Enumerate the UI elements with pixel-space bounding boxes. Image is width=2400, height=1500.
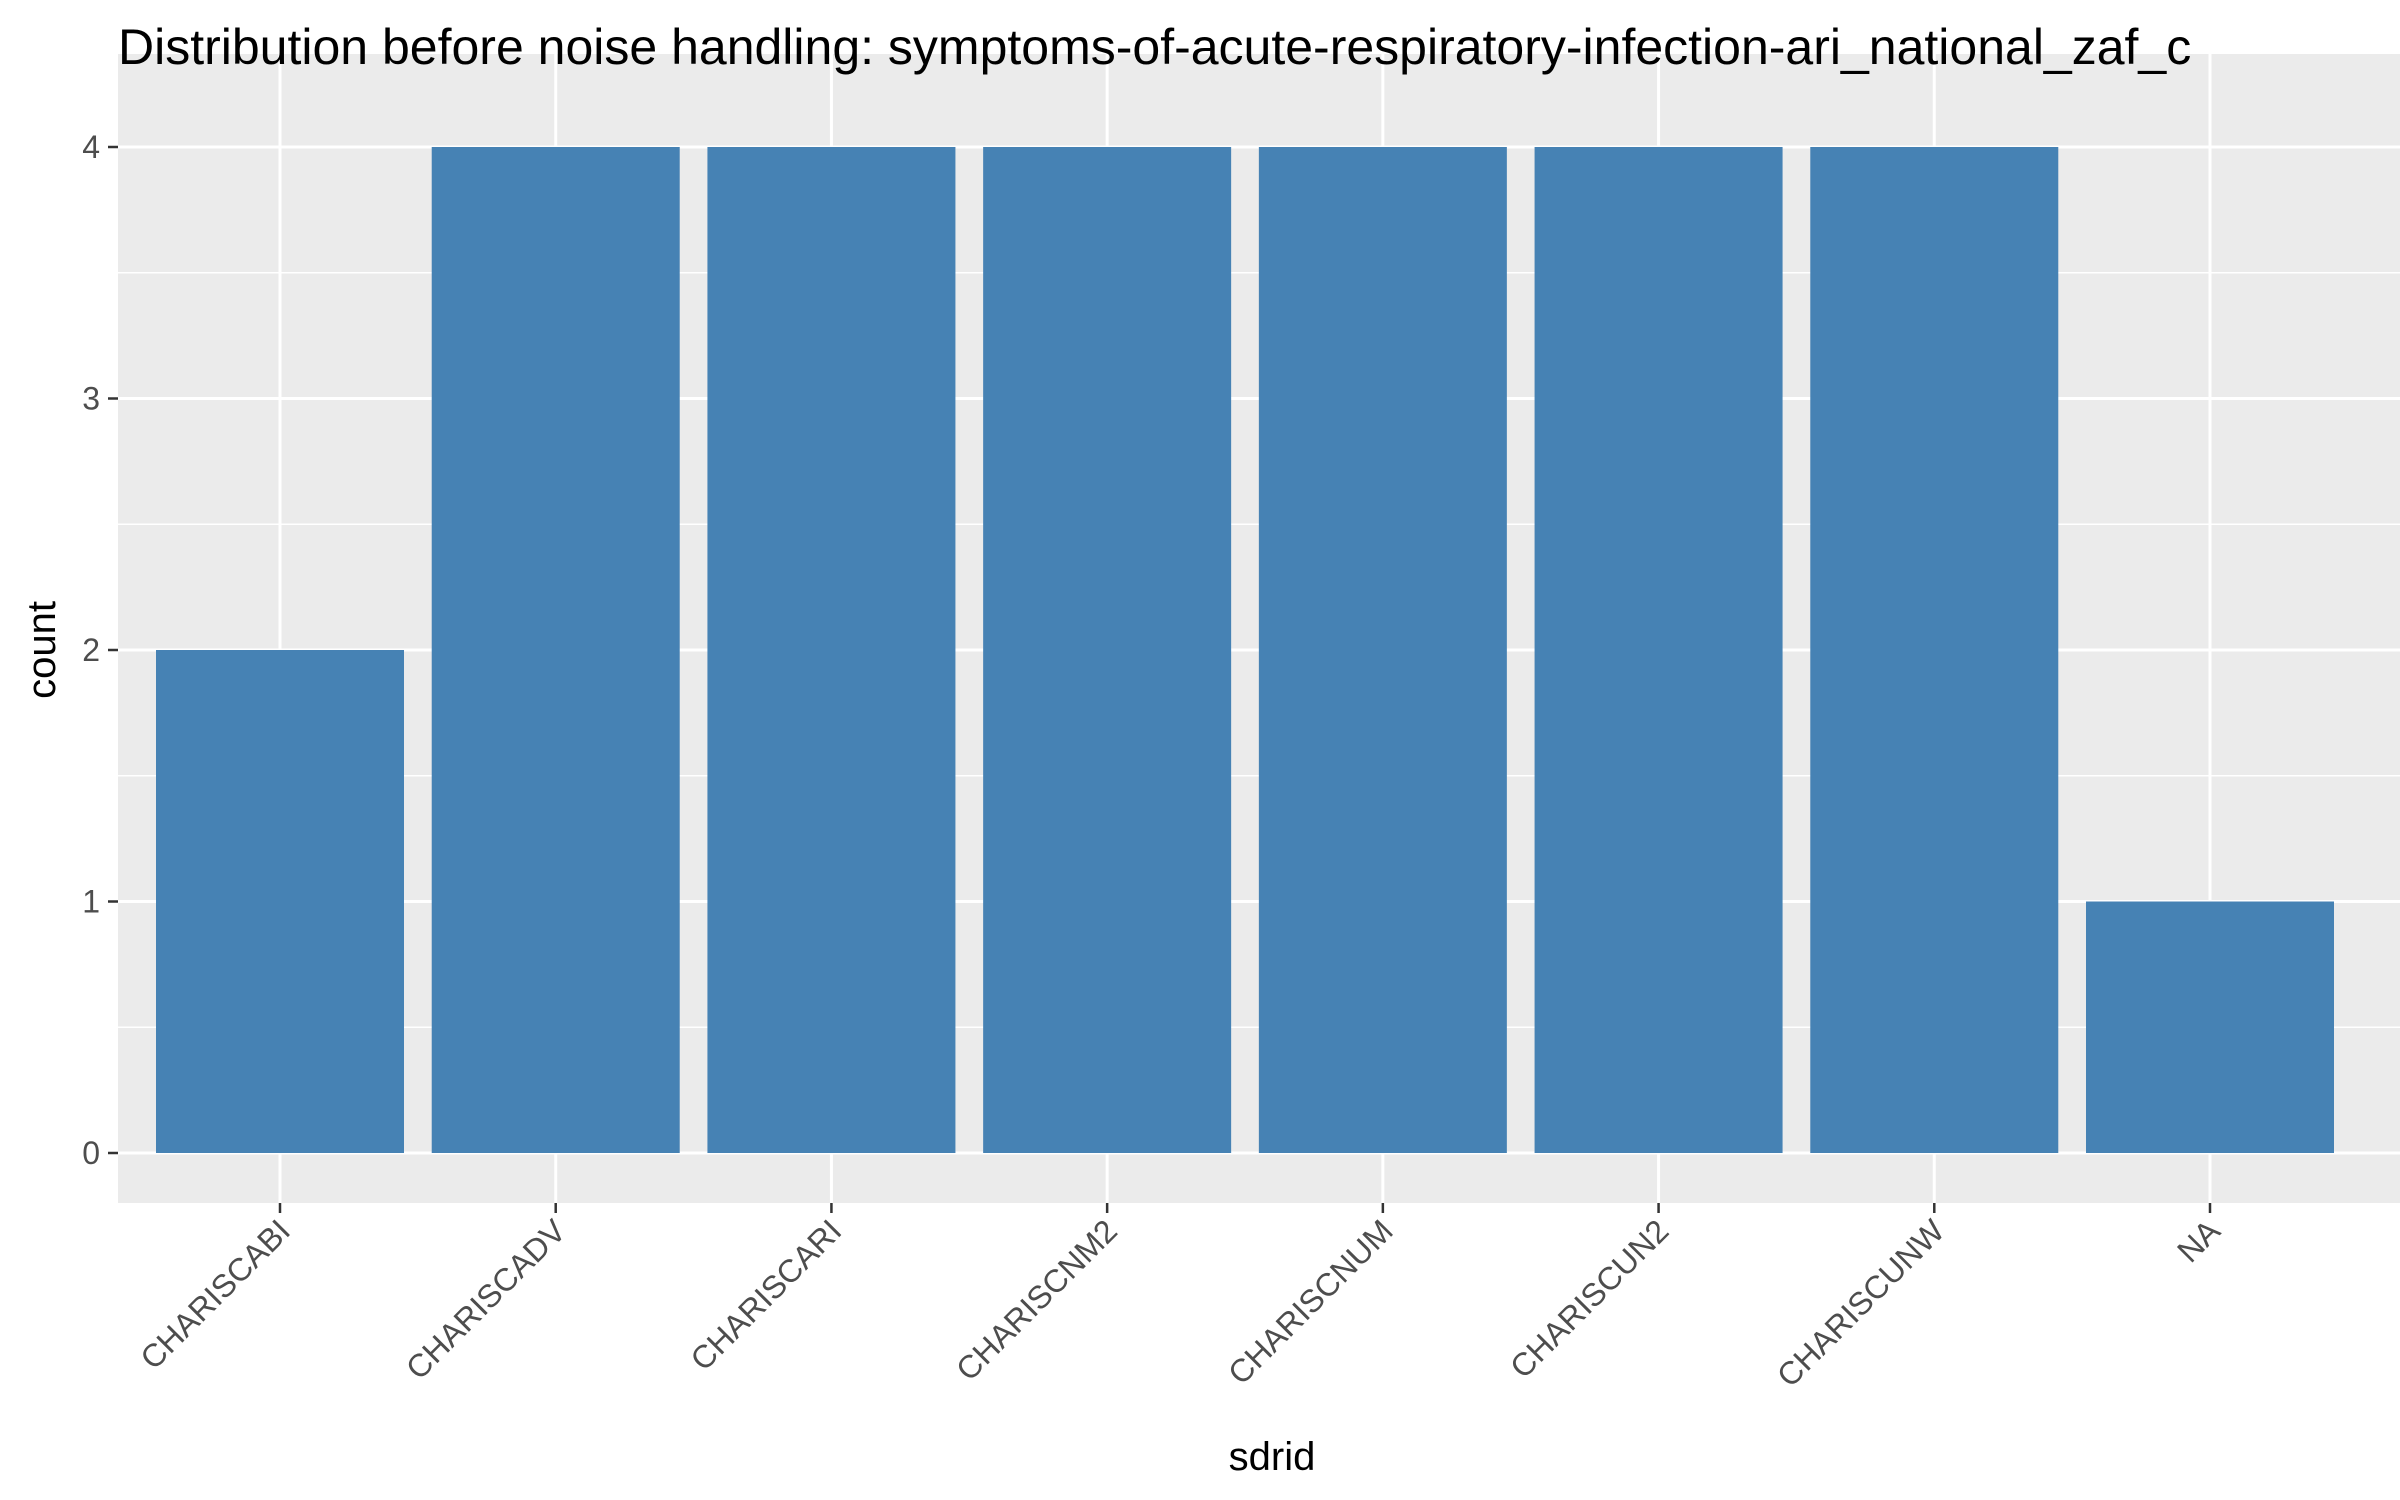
x-tick-label: CHARISCUN2 <box>1503 1212 1676 1385</box>
x-tick-label: CHARISCNM2 <box>949 1212 1124 1387</box>
x-tick-label: CHARISCABI <box>133 1212 297 1376</box>
bar-chariscari <box>707 147 956 1153</box>
y-tick-label: 2 <box>82 632 100 668</box>
y-tick-label: 4 <box>82 129 100 165</box>
y-axis-title: count <box>20 601 64 699</box>
bar-chariscunw <box>1810 147 2059 1153</box>
x-tick-label: NA <box>2170 1212 2227 1269</box>
y-tick-label: 0 <box>82 1135 100 1171</box>
x-tick-label: CHARISCARI <box>683 1212 848 1377</box>
x-tick-label: CHARISCUNW <box>1770 1212 1952 1394</box>
bar-chariscnm2 <box>983 147 1232 1153</box>
x-tick-label: CHARISCADV <box>399 1212 573 1386</box>
bar-chariscnum <box>1258 147 1507 1153</box>
chart-title: Distribution before noise handling: symp… <box>118 19 2191 75</box>
bar-na <box>2086 901 2334 1153</box>
bar-chariscabi <box>156 650 404 1153</box>
bar-chariscun2 <box>1534 147 1783 1153</box>
y-tick-label: 3 <box>82 381 100 417</box>
y-tick-label: 1 <box>82 884 100 920</box>
x-axis-title: sdrid <box>1229 1435 1316 1479</box>
bar-chariscadv <box>431 147 680 1153</box>
bars <box>156 147 2334 1153</box>
x-tick-label: CHARISCNUM <box>1221 1212 1400 1391</box>
